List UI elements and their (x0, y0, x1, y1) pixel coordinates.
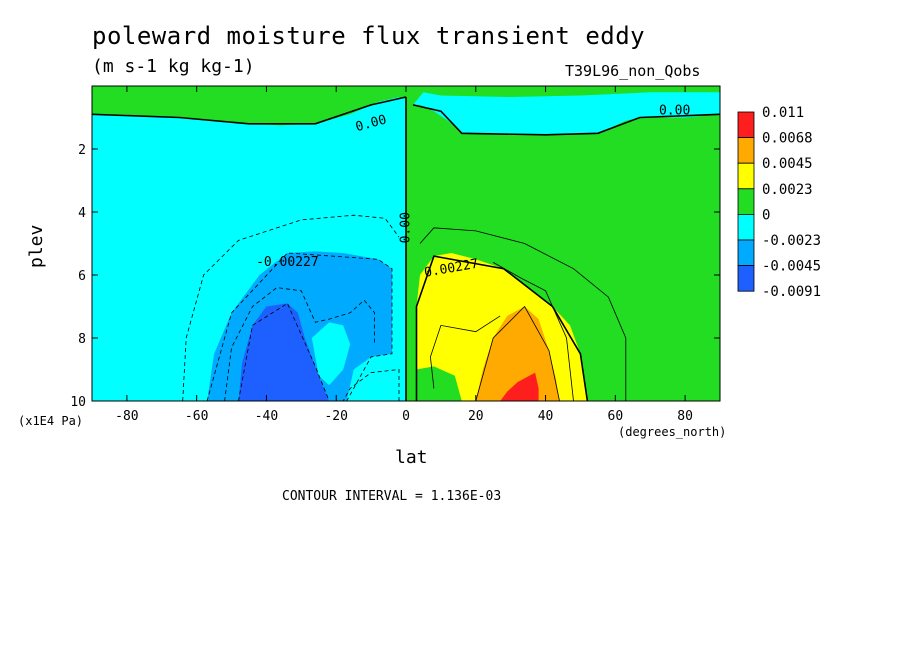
x-tick-label: -60 (185, 409, 208, 424)
x-tick-label: 20 (468, 409, 484, 424)
contour-line (238, 302, 330, 401)
contour-line (419, 227, 627, 401)
legend-swatch (737, 265, 755, 292)
legend-swatch (737, 111, 755, 139)
region-sh-light-blue-notch (311, 322, 351, 386)
region-nh-orange (475, 306, 560, 401)
region-sh-top-green (224, 86, 406, 102)
y-tick-label: 6 (78, 269, 86, 284)
contour-line (224, 287, 376, 401)
y-tick-label: 10 (70, 395, 86, 410)
legend-label: -0.0023 (762, 233, 821, 249)
x-tick-label: 0 (402, 409, 410, 424)
y-axis-ticks: 2 4 6 8 10 (70, 143, 720, 410)
x-tick-label: 60 (608, 409, 624, 424)
contour-label: -0.00227 (256, 255, 319, 270)
x-axis-unit: (degrees_north) (618, 425, 727, 439)
legend-label: 0.0068 (762, 131, 813, 147)
contour-lines (92, 96, 720, 401)
dataset-label: T39L96_non_Qobs (565, 62, 701, 80)
legend-label: 0.011 (762, 105, 804, 121)
region-sh-blue (238, 303, 330, 401)
y-axis-unit: (x1E4 Pa) (18, 414, 84, 428)
region-nh-upper-cyan (413, 92, 720, 135)
contour-line (182, 214, 400, 401)
x-tick-label: -40 (255, 409, 278, 424)
legend-swatch (737, 162, 755, 190)
contour-label: 0.00 (659, 104, 690, 119)
contour-line (342, 369, 400, 401)
chart-title: poleward moisture flux transient eddy (92, 22, 646, 50)
contour-line (412, 104, 720, 136)
contour-line (475, 305, 560, 401)
contour-line (92, 96, 407, 125)
x-tick-label: -80 (115, 409, 138, 424)
y-tick-label: 2 (78, 143, 86, 158)
legend-label: 0 (762, 207, 770, 223)
y-tick-label: 4 (78, 206, 86, 221)
contour-interval-label: CONTOUR INTERVAL = 1.136E-03 (282, 489, 502, 504)
legend-swatch (737, 239, 755, 267)
region-nh-red (500, 372, 539, 401)
units-label: (m s-1 kg kg-1) (92, 56, 255, 77)
legend-label: -0.0045 (762, 259, 821, 275)
y-tick-label: 8 (78, 332, 86, 347)
legend-swatch (737, 213, 755, 241)
contour-line (493, 262, 574, 401)
contour-line (429, 315, 501, 389)
x-axis-ticks: -80 -60 -40 -20 0 20 40 60 80 (115, 86, 693, 424)
contour-line (206, 252, 393, 401)
x-tick-label: 80 (677, 409, 693, 424)
legend-label: 0.0023 (762, 182, 813, 198)
contour-label: 0.00 (399, 212, 414, 243)
legend-swatch (737, 188, 755, 215)
x-tick-label: -20 (324, 409, 347, 424)
region-nh-yellow-notch (416, 366, 462, 401)
legend-label: 0.0045 (762, 156, 813, 172)
x-axis-label: lat (395, 447, 428, 468)
color-legend: 0.011 0.0068 0.0045 0.0023 0 -0.0023 -0.0045 -0… (737, 105, 821, 300)
x-tick-label: 40 (538, 409, 554, 424)
legend-swatch (737, 137, 755, 164)
legend-label: -0.0091 (762, 284, 821, 300)
